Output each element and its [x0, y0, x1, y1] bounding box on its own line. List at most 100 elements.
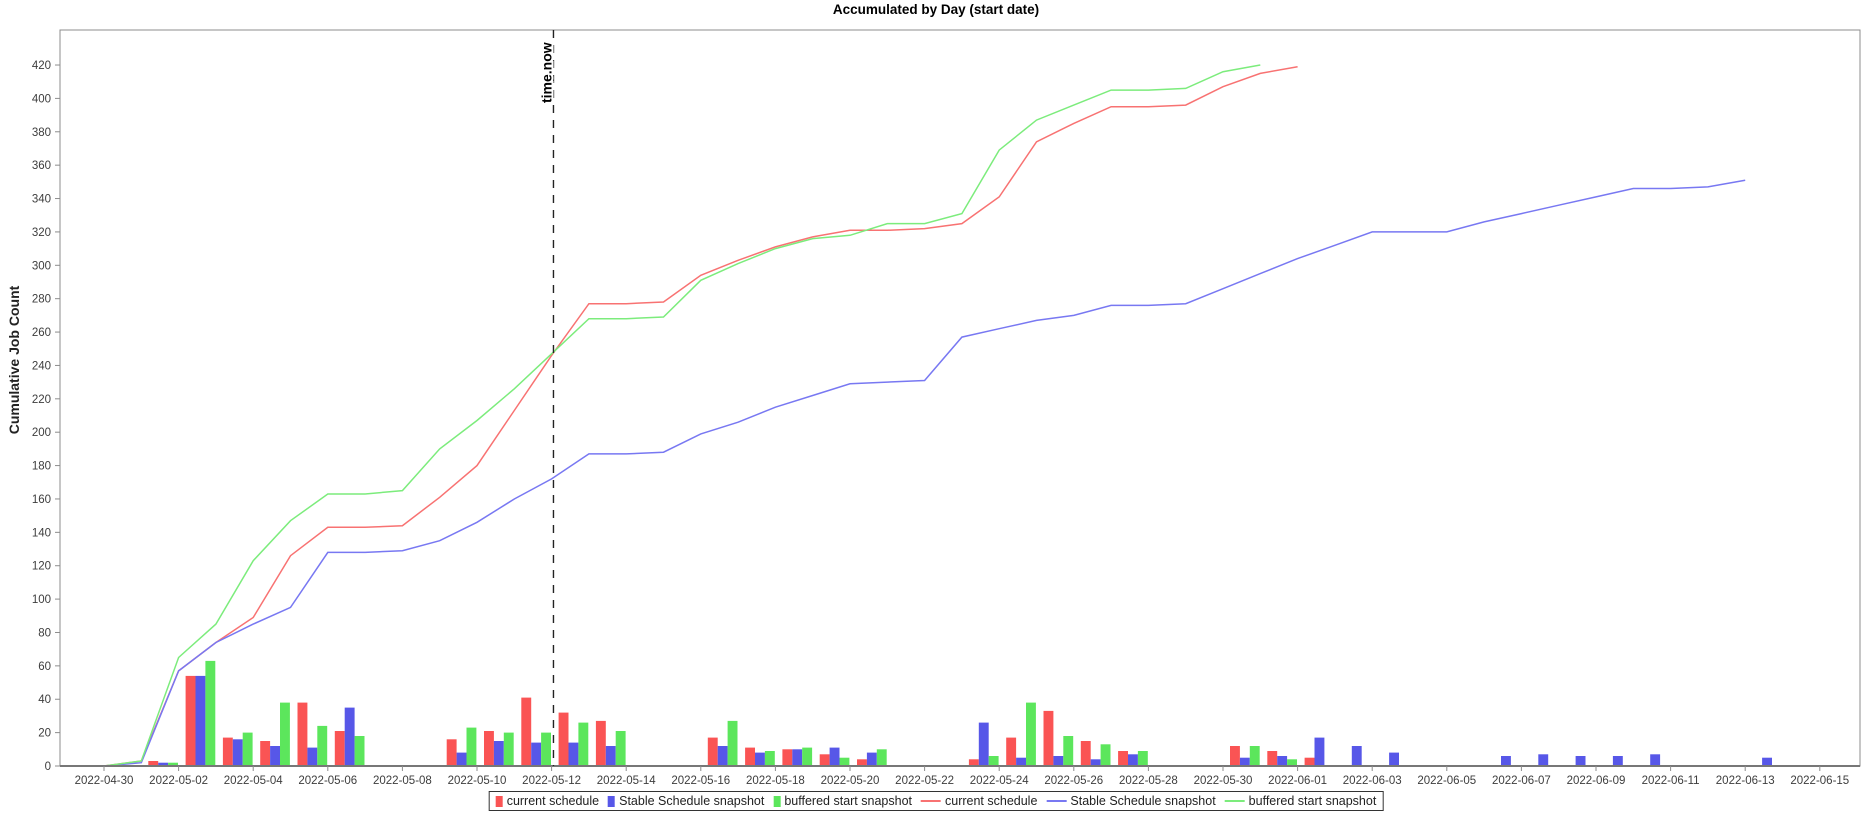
bar: [466, 727, 477, 766]
x-tick-label: 2022-05-14: [597, 775, 656, 787]
legend-item-bar-stable-schedule-snapshot: Stable Schedule snapshot: [608, 794, 764, 808]
bar: [1128, 754, 1138, 766]
bar-series-current-schedule: [148, 675, 1315, 766]
x-tick-label: 2022-05-06: [298, 775, 357, 787]
legend-bar-swatch: [608, 795, 616, 807]
bar: [1612, 756, 1623, 766]
bar: [717, 746, 728, 766]
x-axis-ticks: 2022-04-30 2022-05-02 2022-05-04 2022-05-06…: [75, 766, 1849, 787]
legend-item-bar-current-schedule: current schedule: [495, 794, 600, 808]
time-now-label: time.now: [538, 42, 554, 103]
legend-label: current schedule: [945, 794, 1038, 808]
bar: [819, 754, 830, 766]
bar: [558, 712, 569, 766]
line-stable-schedule-snapshot: [103, 179, 1746, 767]
y-tick-label: 100: [32, 594, 51, 606]
y-tick-label: 280: [32, 294, 51, 306]
bar: [707, 737, 718, 766]
bar: [1389, 752, 1399, 766]
x-tick-label: 2022-05-02: [149, 775, 208, 787]
bar: [1006, 737, 1017, 766]
y-tick-label: 80: [38, 627, 51, 639]
bar: [764, 751, 775, 766]
bar: [531, 742, 542, 766]
bar: [456, 752, 467, 766]
bar: [755, 752, 765, 766]
bar: [615, 731, 626, 766]
x-tick-label: 2022-06-11: [1642, 775, 1700, 787]
legend-line-swatch: [1224, 800, 1245, 802]
y-tick-label: 220: [32, 394, 51, 406]
bar-series-stable-schedule-snapshot: [158, 675, 1772, 766]
y-tick-label: 120: [32, 561, 51, 573]
x-tick-label: 2022-05-16: [671, 775, 730, 787]
bar: [270, 746, 280, 766]
bar: [1249, 746, 1260, 766]
bar: [1762, 757, 1772, 766]
y-tick-label: 360: [32, 160, 51, 172]
legend-item-line-buffered-start-snapshot: buffered start snapshot: [1224, 794, 1377, 808]
x-tick-label: 2022-06-15: [1790, 775, 1849, 787]
x-tick-label: 2022-06-03: [1343, 775, 1402, 787]
bar: [1501, 756, 1511, 766]
x-tick-label: 2022-05-04: [224, 775, 283, 787]
bar: [1026, 702, 1036, 766]
x-tick-label: 2022-06-07: [1492, 775, 1551, 787]
bar: [297, 702, 308, 766]
bar: [1267, 751, 1278, 766]
bar: [792, 749, 803, 766]
bar: [242, 732, 253, 766]
bar: [503, 732, 514, 766]
bar: [1239, 757, 1250, 766]
y-tick-label: 20: [38, 728, 51, 740]
bar: [1650, 754, 1661, 766]
legend-item-line-stable-schedule-snapshot: Stable Schedule snapshot: [1046, 794, 1216, 808]
bar: [541, 732, 551, 766]
bar: [782, 749, 793, 766]
bar: [222, 737, 233, 766]
bar: [605, 746, 616, 766]
legend-label: current schedule: [506, 794, 600, 808]
y-tick-label: 200: [32, 427, 51, 439]
bar: [968, 759, 979, 766]
y-tick-label: 140: [32, 527, 51, 539]
bar-series-buffered-start-snapshot: [168, 660, 1297, 766]
legend: current schedule Stable Schedule snapshot…: [488, 791, 1384, 811]
bar: [857, 759, 867, 766]
y-tick-label: 0: [45, 761, 51, 773]
x-tick-label: 2022-05-08: [373, 775, 432, 787]
y-axis-label: Cumulative Job Count: [6, 285, 22, 434]
bar: [1100, 744, 1111, 766]
y-axis-ticks: 0 20 40 60 80 100 120 140 160 180 200 220 240 260 280 3…: [32, 60, 60, 773]
bar-groups: [148, 660, 1772, 766]
x-tick-label: 2022-05-24: [970, 775, 1029, 787]
bar: [354, 736, 365, 766]
chart-title: Accumulated by Day (start date): [833, 2, 1039, 17]
legend-line-swatch: [921, 800, 941, 802]
x-tick-label: 2022-05-18: [746, 775, 805, 787]
y-tick-label: 180: [32, 461, 51, 473]
legend-label: buffered start snapshot: [1248, 794, 1377, 808]
bar: [1304, 757, 1315, 766]
bar: [1016, 757, 1026, 766]
bar: [1080, 741, 1091, 766]
bar: [446, 739, 457, 766]
bar: [205, 660, 216, 766]
bar: [578, 722, 589, 766]
legend-item-line-current-schedule: current schedule: [921, 794, 1037, 808]
x-tick-label: 2022-05-28: [1119, 775, 1178, 787]
bar: [866, 752, 877, 766]
bar: [1090, 759, 1101, 766]
bar: [802, 747, 813, 766]
y-tick-label: 260: [32, 327, 51, 339]
x-tick-label: 2022-05-26: [1044, 775, 1103, 787]
x-tick-label: 2022-06-01: [1268, 775, 1327, 787]
legend-label: buffered start snapshot: [784, 794, 912, 808]
bar: [1230, 746, 1240, 766]
bar: [1137, 751, 1148, 766]
x-tick-label: 2022-05-10: [448, 775, 507, 787]
y-tick-label: 240: [32, 360, 51, 372]
legend-bar-swatch: [495, 795, 503, 807]
legend-item-bar-buffered-start-snapshot: buffered start snapshot: [773, 794, 912, 808]
